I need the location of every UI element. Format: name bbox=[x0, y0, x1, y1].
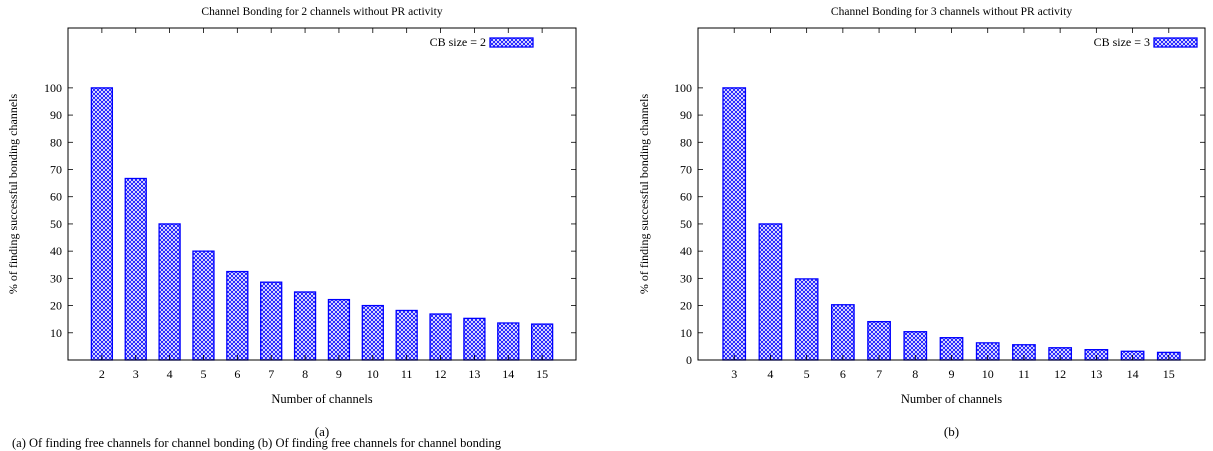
x-tick-label: 9 bbox=[336, 367, 342, 381]
x-tick-label: 15 bbox=[536, 367, 548, 381]
panel-label: (a) bbox=[315, 424, 329, 439]
x-tick-label: 7 bbox=[268, 367, 274, 381]
plot-frame bbox=[67, 27, 577, 361]
bar bbox=[327, 298, 351, 361]
bar bbox=[192, 250, 215, 361]
x-tick-label: 10 bbox=[982, 367, 994, 381]
figure-caption: (a) Of finding free channels for channel… bbox=[12, 436, 502, 450]
bar bbox=[90, 87, 114, 361]
legend-label: CB size = 2 bbox=[430, 35, 486, 49]
bar bbox=[794, 278, 819, 361]
x-tick-label: 7 bbox=[876, 367, 882, 381]
y-tick-label: 20 bbox=[680, 299, 692, 313]
y-tick-label: 80 bbox=[680, 135, 692, 149]
y-tick-label: 0 bbox=[686, 353, 692, 367]
y-tick-label: 30 bbox=[50, 271, 62, 285]
x-axis-label: Number of channels bbox=[271, 392, 372, 406]
x-tick-label: 6 bbox=[840, 367, 846, 381]
x-tick-label: 15 bbox=[1163, 367, 1175, 381]
bar bbox=[361, 304, 384, 361]
bar bbox=[293, 291, 317, 361]
x-axis-label: Number of channels bbox=[901, 392, 1002, 406]
x-tick-label: 5 bbox=[200, 367, 206, 381]
bar bbox=[830, 304, 855, 361]
bar bbox=[867, 320, 891, 361]
y-tick-label: 90 bbox=[680, 108, 692, 122]
y-axis-label: % of finding successful bonding channels bbox=[6, 94, 20, 295]
y-tick-label: 10 bbox=[50, 326, 62, 340]
y-axis-label: % of finding successful bonding channels bbox=[637, 94, 651, 295]
y-tick-label: 100 bbox=[44, 81, 62, 95]
x-tick-label: 13 bbox=[468, 367, 480, 381]
y-tick-label: 60 bbox=[680, 190, 692, 204]
bar bbox=[530, 323, 554, 361]
y-tick-label: 50 bbox=[680, 217, 692, 231]
bar bbox=[429, 313, 452, 361]
x-tick-label: 11 bbox=[1018, 367, 1030, 381]
chart-title: Channel Bonding for 2 channels without P… bbox=[201, 6, 442, 18]
chart-title: Channel Bonding for 3 channels without P… bbox=[831, 6, 1072, 18]
x-tick-label: 14 bbox=[502, 367, 514, 381]
bar bbox=[226, 270, 249, 361]
x-tick-label: 5 bbox=[804, 367, 810, 381]
x-tick-label: 4 bbox=[167, 367, 173, 381]
bar bbox=[124, 177, 147, 361]
x-tick-label: 9 bbox=[949, 367, 955, 381]
x-tick-label: 12 bbox=[1054, 367, 1066, 381]
x-tick-label: 3 bbox=[731, 367, 737, 381]
y-tick-label: 80 bbox=[50, 135, 62, 149]
y-tick-label: 70 bbox=[680, 163, 692, 177]
legend-swatch bbox=[1153, 37, 1198, 48]
y-tick-label: 100 bbox=[674, 81, 692, 95]
plot-frame bbox=[697, 27, 1206, 361]
y-tick-label: 40 bbox=[680, 244, 692, 258]
bar bbox=[395, 309, 418, 361]
x-tick-label: 12 bbox=[435, 367, 447, 381]
chart-panel-1: Channel Bonding for 2 channels without P… bbox=[6, 6, 577, 439]
x-tick-label: 8 bbox=[302, 367, 308, 381]
y-tick-label: 50 bbox=[50, 217, 62, 231]
bar bbox=[463, 317, 486, 361]
legend-label: CB size = 3 bbox=[1094, 35, 1150, 49]
y-tick-label: 20 bbox=[50, 299, 62, 313]
chart-panel-2: Channel Bonding for 3 channels without P… bbox=[637, 6, 1206, 439]
x-tick-label: 10 bbox=[367, 367, 379, 381]
bar bbox=[722, 87, 747, 361]
x-tick-label: 3 bbox=[133, 367, 139, 381]
panel-label: (b) bbox=[944, 424, 959, 439]
bar bbox=[158, 223, 181, 361]
x-tick-label: 6 bbox=[234, 367, 240, 381]
x-tick-label: 11 bbox=[401, 367, 413, 381]
y-tick-label: 10 bbox=[680, 326, 692, 340]
x-tick-label: 2 bbox=[99, 367, 105, 381]
bar bbox=[758, 223, 783, 361]
y-tick-label: 90 bbox=[50, 108, 62, 122]
y-tick-label: 30 bbox=[680, 271, 692, 285]
x-tick-label: 8 bbox=[912, 367, 918, 381]
y-tick-label: 40 bbox=[50, 244, 62, 258]
bar bbox=[260, 281, 283, 361]
x-tick-label: 4 bbox=[767, 367, 773, 381]
x-tick-label: 13 bbox=[1090, 367, 1102, 381]
x-tick-label: 14 bbox=[1127, 367, 1139, 381]
legend-swatch bbox=[489, 37, 534, 48]
bar bbox=[497, 322, 520, 361]
y-tick-label: 70 bbox=[50, 163, 62, 177]
y-tick-label: 60 bbox=[50, 190, 62, 204]
